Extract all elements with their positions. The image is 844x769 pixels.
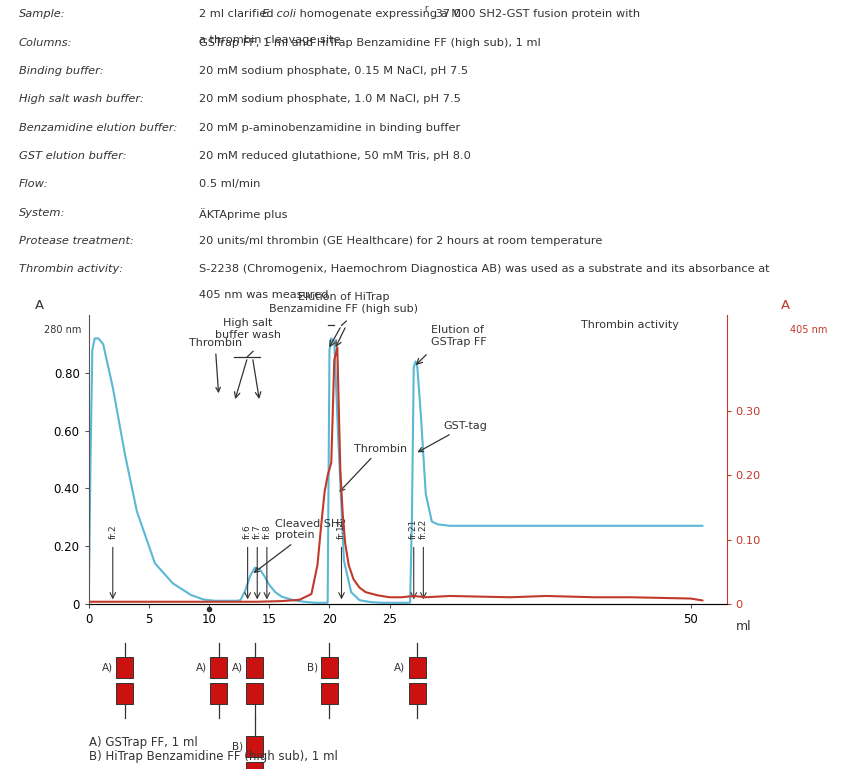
Text: A): A) [394,662,405,673]
Text: fr.7: fr.7 [252,524,262,539]
Text: GSTrap FF, 1 ml and HiTrap Benzamidine FF (high sub), 1 ml: GSTrap FF, 1 ml and HiTrap Benzamidine F… [198,38,539,48]
Text: r: r [424,4,427,13]
Text: a thrombin cleavage site: a thrombin cleavage site [198,35,340,45]
Text: fr.21: fr.21 [408,518,418,539]
Text: A) GSTrap FF, 1 ml: A) GSTrap FF, 1 ml [89,736,197,749]
Text: A): A) [231,662,243,673]
Text: S-2238 (Chromogenix, Haemochrom Diagnostica AB) was used as a substrate and its : S-2238 (Chromogenix, Haemochrom Diagnost… [198,265,768,275]
Text: Benzamidine elution buffer:: Benzamidine elution buffer: [19,123,176,133]
Text: A): A) [196,662,207,673]
Text: B): B) [231,741,243,752]
Text: homogenate expressing a M: homogenate expressing a M [295,9,460,19]
Text: ÄKTAprime plus: ÄKTAprime plus [198,208,287,220]
Text: E. coli: E. coli [262,9,295,19]
Text: Sample:: Sample: [19,9,65,19]
Text: Protease treatment:: Protease treatment: [19,236,133,246]
Text: Thrombin: Thrombin [340,444,406,491]
Text: Thrombin activity: Thrombin activity [581,320,679,330]
Text: Elution of
GSTrap FF: Elution of GSTrap FF [430,325,485,347]
Text: 2 ml clarified: 2 ml clarified [198,9,277,19]
Text: B) HiTrap Benzamidine FF (high sub), 1 ml: B) HiTrap Benzamidine FF (high sub), 1 m… [89,750,338,763]
Text: 0.5 ml/min: 0.5 ml/min [198,179,260,189]
Text: 20 mM p-aminobenzamidine in binding buffer: 20 mM p-aminobenzamidine in binding buff… [198,123,459,133]
Text: A): A) [102,662,113,673]
Text: System:: System: [19,208,65,218]
Text: 20 mM sodium phosphate, 1.0 M NaCl, pH 7.5: 20 mM sodium phosphate, 1.0 M NaCl, pH 7… [198,95,460,105]
Text: fr.14: fr.14 [337,518,345,539]
Text: 405 nm: 405 nm [790,325,827,335]
Text: Thrombin: Thrombin [188,338,241,392]
Text: GST-tag: GST-tag [418,421,487,451]
Text: fr.6: fr.6 [243,524,252,539]
Text: 405 nm was measured: 405 nm was measured [198,291,327,301]
Text: Binding buffer:: Binding buffer: [19,66,103,76]
Text: Elution of HiTrap
Benzamidine FF (high sub): Elution of HiTrap Benzamidine FF (high s… [269,292,418,314]
Text: High salt
buffer wash: High salt buffer wash [214,318,280,340]
Text: Columns:: Columns: [19,38,72,48]
Text: 280 nm: 280 nm [44,325,81,335]
Text: Flow:: Flow: [19,179,48,189]
Text: 37 000 SH2-GST fusion protein with: 37 000 SH2-GST fusion protein with [431,9,639,19]
Text: A: A [780,299,789,312]
Text: 20 units/ml thrombin (GE Healthcare) for 2 hours at room temperature: 20 units/ml thrombin (GE Healthcare) for… [198,236,601,246]
Text: 20 mM sodium phosphate, 0.15 M NaCl, pH 7.5: 20 mM sodium phosphate, 0.15 M NaCl, pH … [198,66,467,76]
Text: B): B) [306,662,317,673]
Text: fr.22: fr.22 [419,518,427,539]
Text: A: A [35,299,44,312]
Text: High salt wash buffer:: High salt wash buffer: [19,95,143,105]
Text: Thrombin activity:: Thrombin activity: [19,265,122,275]
Text: fr.8: fr.8 [262,524,271,539]
Text: GST elution buffer:: GST elution buffer: [19,151,126,161]
Text: ml: ml [735,620,751,633]
Text: fr.2: fr.2 [108,524,117,539]
Text: Cleaved SH2
protein: Cleaved SH2 protein [254,518,346,572]
Text: 20 mM reduced glutathione, 50 mM Tris, pH 8.0: 20 mM reduced glutathione, 50 mM Tris, p… [198,151,470,161]
